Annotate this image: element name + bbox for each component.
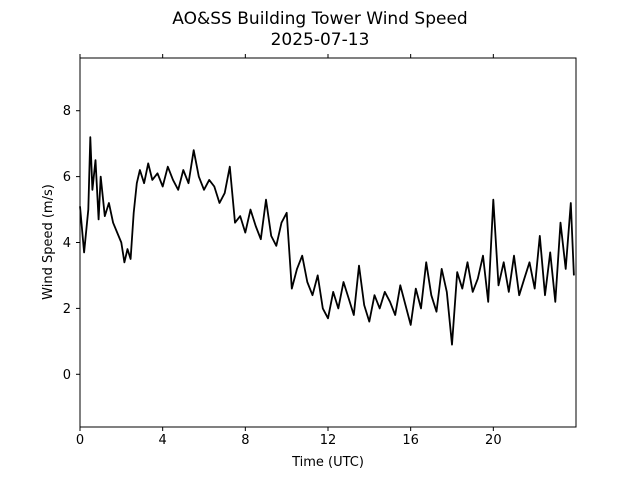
x-tick-label: 0 [76,433,84,448]
y-tick-label: 4 [63,236,71,251]
chart-subtitle: 2025-07-13 [271,30,370,50]
x-tick-label: 8 [241,433,249,448]
axis-ticks: 0 4 8 12 16 20 0 2 4 6 8 [63,54,502,448]
x-axis-label: Time (UTC) [291,455,364,470]
x-tick-label: 4 [159,433,167,448]
y-tick-label: 6 [63,170,71,185]
chart-title: AO&SS Building Tower Wind Speed [172,9,467,29]
y-axis-label: Wind Speed (m/s) [41,184,56,300]
x-tick-label: 12 [320,433,337,448]
wind-speed-line [79,136,575,346]
plot-series [79,136,575,346]
y-tick-label: 0 [63,368,71,383]
x-tick-label: 16 [402,433,419,448]
y-tick-label: 2 [63,302,71,317]
plot-frame [79,57,577,428]
x-tick-label: 20 [485,433,502,448]
y-tick-label: 8 [63,104,71,119]
